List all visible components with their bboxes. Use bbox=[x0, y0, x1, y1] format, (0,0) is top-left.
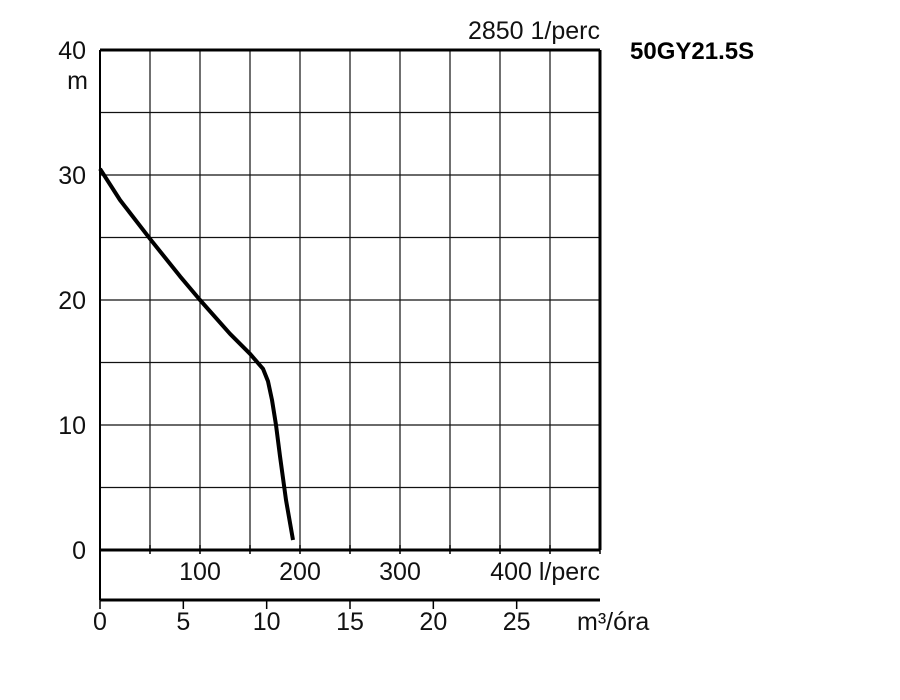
y-axis-unit-label: m bbox=[67, 67, 88, 95]
x2-tick-label: 15 bbox=[336, 608, 364, 636]
x-axis-labels: 100 200 300 400 l/perc bbox=[179, 558, 600, 586]
x-tick-label: 100 bbox=[179, 558, 221, 586]
curve-group bbox=[98, 167, 295, 541]
y-tick-label: 0 bbox=[72, 537, 86, 565]
head-flow-curve bbox=[98, 167, 295, 541]
y-tick-label: 40 bbox=[58, 37, 86, 65]
x-tick-label: 200 bbox=[279, 558, 321, 586]
x2-tick-label: 10 bbox=[253, 608, 281, 636]
y-axis-labels: 0 10 20 30 40 bbox=[58, 37, 86, 565]
y-tick-label: 10 bbox=[58, 412, 86, 440]
x2-tick-label: 5 bbox=[176, 608, 190, 636]
chart-frame bbox=[99, 48, 602, 609]
y-tick-label: 30 bbox=[58, 162, 86, 190]
chart-title: 50GY21.5S bbox=[630, 38, 754, 65]
x-tick-label: 400 l/perc bbox=[490, 558, 600, 586]
y-tick-label: 20 bbox=[58, 287, 86, 315]
x2-axis-unit-label: m³/óra bbox=[577, 608, 649, 636]
x2-axis-labels: 0 5 10 15 20 25 bbox=[93, 608, 531, 636]
x2-tick-label: 20 bbox=[419, 608, 447, 636]
x2-tick-label: 0 bbox=[93, 608, 107, 636]
speed-label: 2850 1/perc bbox=[468, 17, 600, 45]
x2-tick-label: 25 bbox=[503, 608, 531, 636]
chart-grid bbox=[100, 50, 600, 550]
x-tick-label: 300 bbox=[379, 558, 421, 586]
